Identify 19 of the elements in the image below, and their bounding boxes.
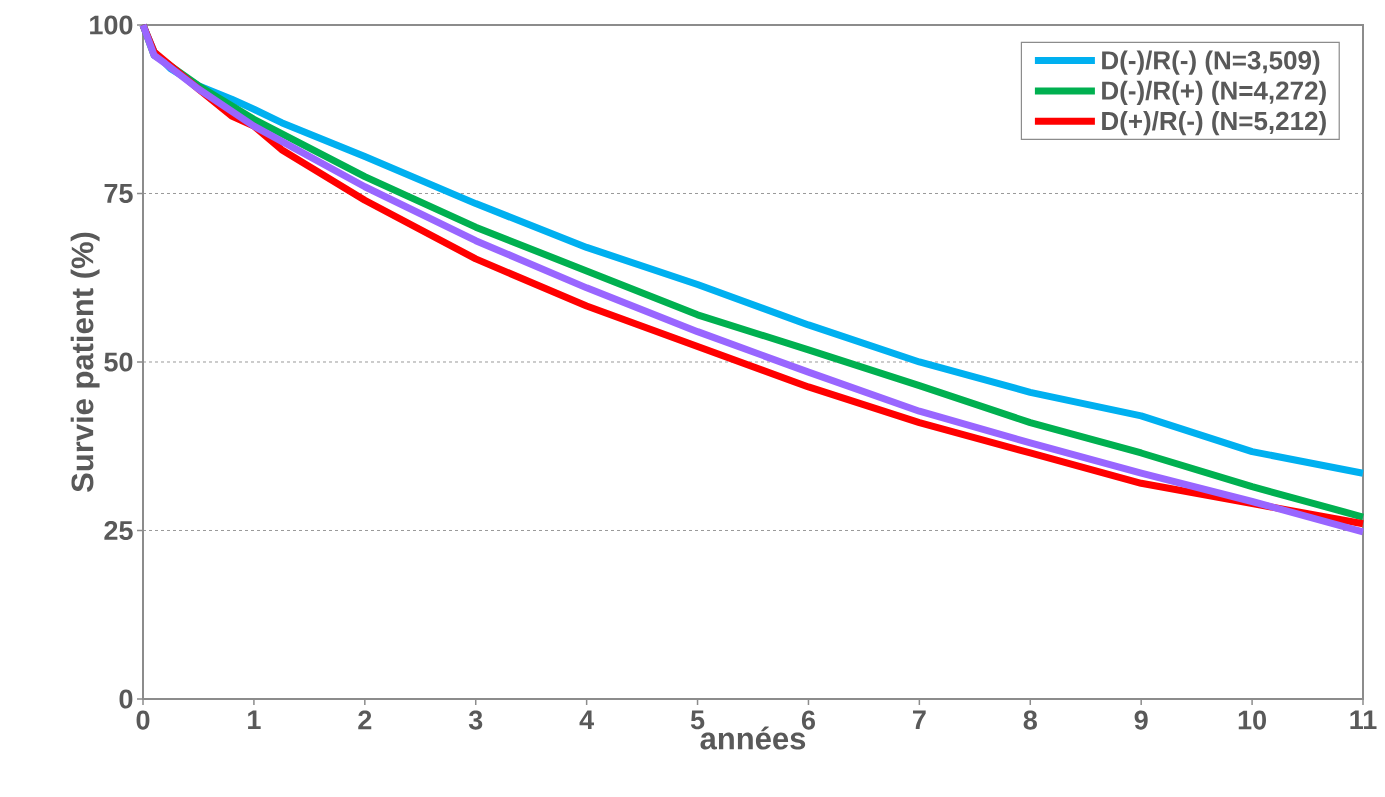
- x-tick-label: 11: [1350, 710, 1377, 730]
- x-tick-label: 4: [579, 710, 594, 730]
- x-tick-label: 3: [468, 710, 483, 730]
- x-tick-label: 1: [248, 710, 261, 730]
- y-tick-label: 100: [90, 15, 133, 35]
- legend-label: D(+)/R(-) (N=5,212): [1102, 111, 1326, 136]
- x-tick-label: 8: [1023, 710, 1037, 730]
- legend-label: D(-)/R(+) (N=4,272): [1102, 80, 1326, 106]
- y-tick-label: 0: [119, 689, 133, 709]
- x-tick-label: 0: [136, 710, 150, 730]
- x-tick-label: 10: [1238, 710, 1266, 730]
- y-tick-label: 75: [104, 184, 133, 203]
- legend-label: D(-)/R(-) (N=3,509): [1102, 50, 1320, 75]
- x-tick-label: 2: [358, 710, 372, 730]
- x-tick-label: 9: [1134, 710, 1148, 730]
- y-axis-title: Survie patient (%): [70, 232, 100, 492]
- x-tick-label: 7: [913, 710, 926, 730]
- y-tick-label: 50: [104, 352, 133, 372]
- y-tick-label: 25: [104, 520, 133, 541]
